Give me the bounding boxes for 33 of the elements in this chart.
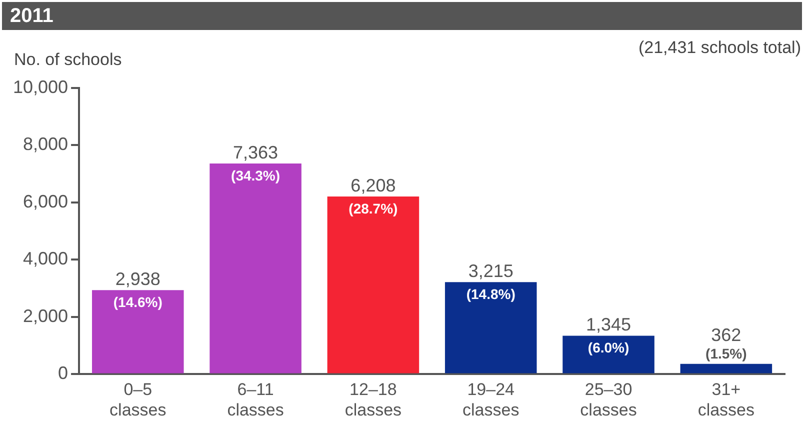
bar <box>327 196 420 374</box>
annotation: (28.7%) <box>348 200 398 216</box>
y-tick-label: 2,000 <box>23 306 68 326</box>
text: (21,431 schools total) <box>638 38 801 58</box>
y-tick-label: 4,000 <box>23 248 68 269</box>
x-tick-label: 31+ classes <box>698 380 755 420</box>
data-label: 6,208 <box>350 175 396 196</box>
x-tick-label: 6–11 classes <box>227 380 284 420</box>
bar <box>562 336 654 374</box>
data-label: 362 <box>711 324 742 345</box>
annotation: (34.3%) <box>231 167 280 184</box>
data-label: 2,938 <box>115 269 160 290</box>
data-label: 7,363 <box>233 142 278 162</box>
y-axis-title: No. of schools <box>14 50 122 70</box>
data-label: 3,215 <box>468 261 514 282</box>
x-tick-label: 12–18 classes <box>344 380 402 420</box>
annotation: (6.0%) <box>588 340 630 356</box>
x-tick-label: 0–5 classes <box>110 380 166 420</box>
bar <box>92 290 184 374</box>
y-tick-label: 10,000 <box>12 76 68 97</box>
chart-title: 2011 <box>2 2 802 30</box>
bar <box>210 163 302 374</box>
data-label: 1,345 <box>586 314 632 335</box>
y-tick-label: 0 <box>58 363 68 384</box>
annotation: (14.6%) <box>113 294 162 310</box>
y-tick-label: 8,000 <box>23 134 68 154</box>
x-tick-label: 25–30 classes <box>580 380 637 420</box>
annotation: (1.5%) <box>706 346 747 362</box>
annotation: (14.8%) <box>466 286 516 302</box>
x-tick-label: 19–24 classes <box>462 380 520 420</box>
bar <box>444 282 537 374</box>
y-tick-label: 6,000 <box>23 191 68 212</box>
bar <box>680 364 772 374</box>
